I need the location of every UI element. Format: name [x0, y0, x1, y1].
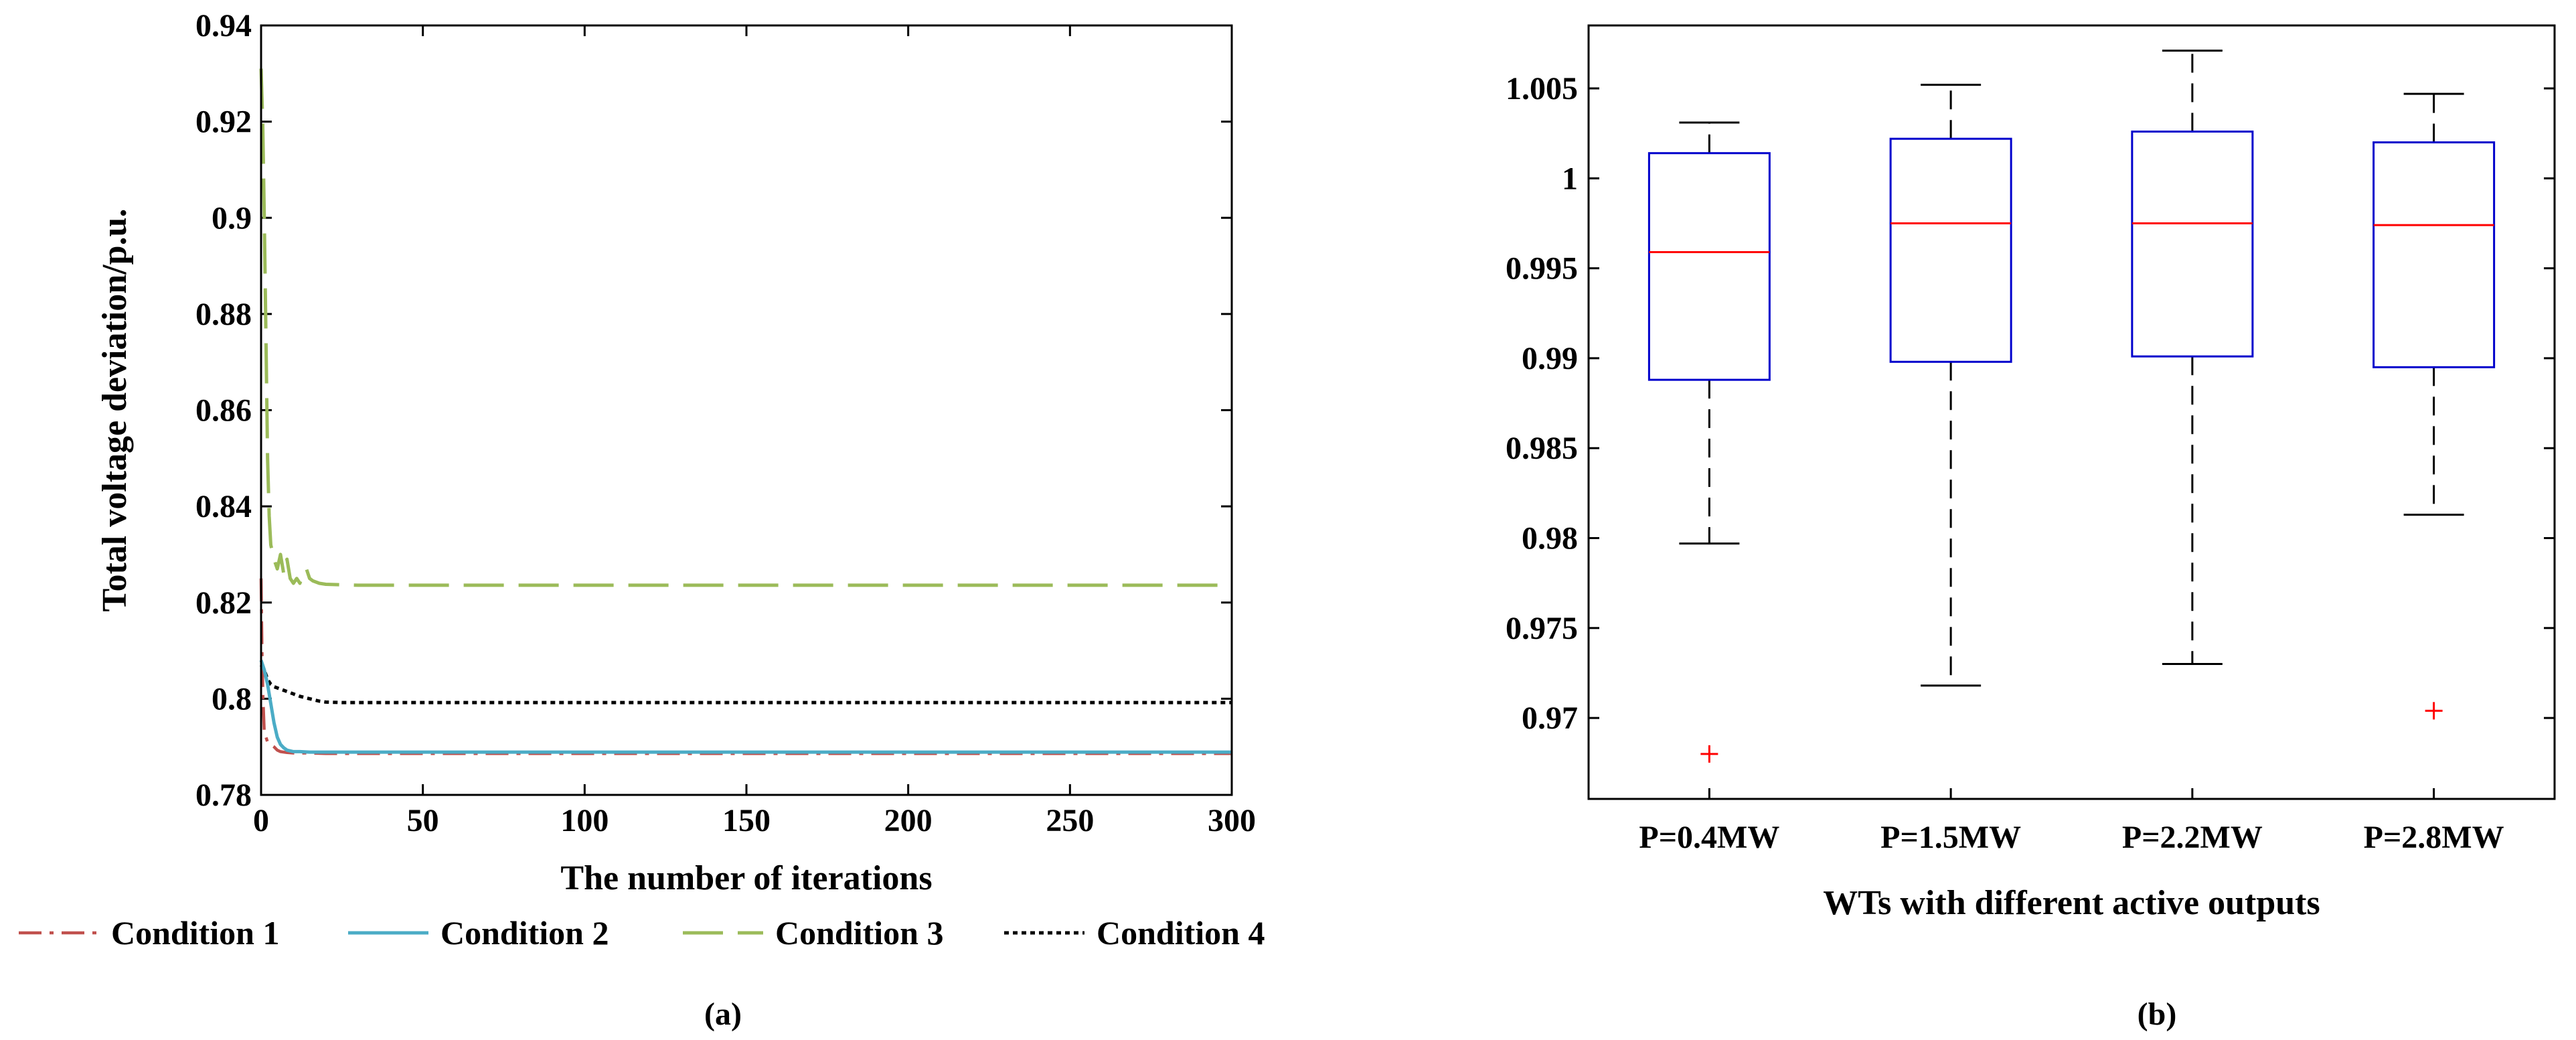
panel-a-x-tick-label: 50 [407, 803, 439, 838]
panel-b-y-tick-label: 0.98 [1522, 521, 1578, 556]
panel-a-y-tick-label: 0.9 [212, 200, 252, 236]
panel-a-y-tick-label: 0.94 [195, 8, 252, 44]
panel-b-x-axis-label: WTs with different active outputs [1823, 884, 2320, 922]
legend-label-2: Condition 2 [440, 914, 609, 952]
panel-a-x-tick-label: 200 [884, 803, 933, 838]
panel-a-y-tick-label: 0.78 [195, 777, 252, 813]
legend-label-1: Condition 1 [111, 914, 279, 952]
panel-a-legend: Condition 1 Condition 2 Condition 3 Conditi… [19, 914, 1265, 952]
iqr-box [2132, 131, 2253, 356]
panel-b-category-label: P=1.5MW [1880, 820, 2021, 855]
box-P=2.2MW [2132, 51, 2253, 664]
box-P=1.5MW [1890, 85, 2011, 686]
outlier-marker [1700, 745, 1718, 763]
panel-b-boxes [1649, 51, 2494, 763]
panel-a-y-tick-label: 0.84 [195, 489, 252, 524]
panel-b-category-label: P=2.2MW [2122, 820, 2263, 855]
panel-b-y-tick-label: 0.97 [1522, 700, 1578, 736]
series-line-condition-1 [261, 579, 1232, 753]
iqr-box [2374, 143, 2494, 368]
panel-a-line-chart: 0.78 0.8 0.82 0.84 0.86 0.88 0.9 0.92 0.94 0 50 100… [19, 8, 1265, 1032]
panel-b-y-tick-label: 0.99 [1522, 341, 1578, 376]
panel-b-caption: (b) [2138, 996, 2177, 1032]
legend-label-3: Condition 3 [775, 914, 943, 952]
panel-b-y-tick-label: 0.975 [1506, 611, 1578, 646]
box-P=0.4MW [1649, 123, 1769, 763]
panel-a-x-axis-label: The number of iterations [560, 859, 932, 897]
panel-a-x-tick-label: 150 [722, 803, 771, 838]
panel-a-y-tick-label: 0.86 [195, 393, 252, 429]
series-line-condition-4 [261, 665, 1232, 702]
figure: 0.78 0.8 0.82 0.84 0.86 0.88 0.9 0.92 0.94 0 50 100… [0, 0, 2576, 1040]
panel-b-y-tick-label: 1.005 [1506, 71, 1578, 106]
panel-a-x-tick-label: 250 [1046, 803, 1094, 838]
panel-a-y-axis-label: Total voltage deviation/p.u. [96, 209, 134, 612]
panel-b-ticks: 0.97 0.975 0.98 0.985 0.99 0.995 1 1.005 P=0.4MW… [1506, 71, 2555, 855]
iqr-box [1890, 139, 2011, 362]
legend-label-4: Condition 4 [1097, 914, 1265, 952]
panel-a-series-lines [261, 69, 1232, 754]
iqr-box [1649, 153, 1769, 380]
panel-b-y-tick-label: 0.985 [1506, 431, 1578, 466]
panel-a-x-tick-label: 300 [1208, 803, 1256, 838]
panel-a-caption: (a) [704, 996, 742, 1032]
panel-a-y-tick-label: 0.8 [212, 681, 252, 717]
panel-a-x-tick-label: 100 [560, 803, 609, 838]
panel-a-x-tick-label: 0 [253, 803, 269, 838]
panel-b-box-plot: 0.97 0.975 0.98 0.985 0.99 0.995 1 1.005 P=0.4MW… [1506, 25, 2555, 1032]
box-P=2.8MW [2374, 94, 2494, 719]
series-line-condition-3 [261, 69, 1232, 585]
panel-a-ticks: 0.78 0.8 0.82 0.84 0.86 0.88 0.9 0.92 0.94 0 50 100… [195, 8, 1256, 838]
panel-b-y-tick-label: 1 [1562, 161, 1578, 196]
panel-b-category-label: P=2.8MW [2364, 820, 2504, 855]
panel-a-y-tick-label: 0.92 [195, 104, 252, 140]
panel-b-category-label: P=0.4MW [1639, 820, 1779, 855]
panel-a-y-tick-label: 0.82 [195, 585, 252, 621]
outlier-marker [2425, 702, 2443, 719]
panel-a-y-tick-label: 0.88 [195, 297, 252, 332]
panel-b-y-tick-label: 0.995 [1506, 251, 1578, 287]
series-line-condition-2 [261, 660, 1232, 752]
panel-a-plot-frame [261, 25, 1232, 795]
